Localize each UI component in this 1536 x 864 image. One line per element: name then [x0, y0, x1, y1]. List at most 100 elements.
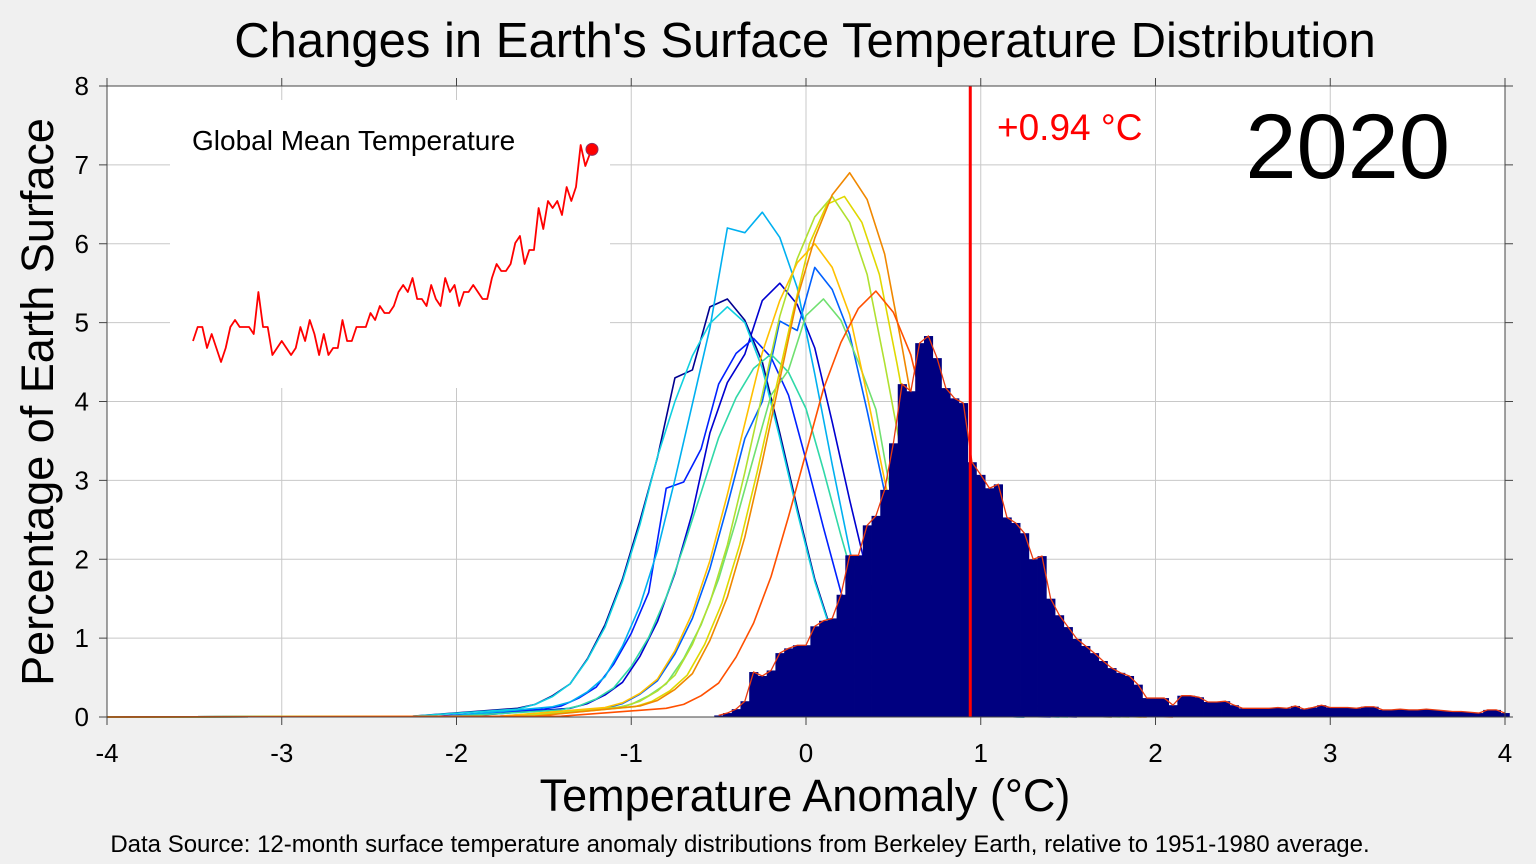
x-tick-label: 1: [974, 738, 988, 768]
histogram-bar: [1194, 697, 1204, 717]
histogram-bar: [784, 648, 794, 717]
y-tick-label: 3: [75, 465, 89, 495]
histogram-bar: [967, 462, 977, 717]
histogram-bar: [854, 555, 864, 717]
histogram-bar: [792, 645, 803, 717]
x-tick-label: -2: [445, 738, 468, 768]
histogram-bar: [871, 515, 881, 717]
inset-global-mean: [192, 142, 599, 363]
histogram-bar: [932, 358, 942, 717]
histogram-bar: [1404, 709, 1414, 717]
histogram-bar: [1282, 708, 1292, 717]
histogram-bar: [1089, 653, 1100, 717]
histogram-bar: [810, 626, 820, 717]
inset-title: Global Mean Temperature: [192, 125, 515, 156]
x-axis-label: Temperature Anomaly (°C): [540, 770, 1071, 821]
histogram-bar: [1264, 708, 1274, 717]
histogram-bar: [897, 384, 907, 717]
histogram-bar: [827, 618, 837, 717]
histogram-bar: [1046, 598, 1056, 717]
histogram-bar: [1203, 702, 1213, 717]
x-tick-label: 0: [799, 738, 813, 768]
histogram-bar: [1159, 698, 1170, 717]
histogram-bar: [1124, 675, 1135, 717]
y-tick-label: 6: [75, 229, 89, 259]
histogram-bar: [836, 594, 846, 717]
histogram-bar: [1255, 708, 1266, 717]
histogram-bar: [845, 555, 855, 717]
histogram-bar: [1413, 709, 1423, 717]
histogram-bar: [775, 653, 785, 717]
histogram-bar: [1063, 627, 1073, 717]
histogram-bar: [1352, 708, 1362, 717]
histogram-bar: [941, 388, 951, 717]
x-tick-label: 3: [1323, 738, 1337, 768]
histogram-bar: [1325, 707, 1336, 717]
inset-temperature-line: [192, 144, 591, 363]
histogram-bar: [1317, 705, 1327, 717]
histogram-bar: [915, 343, 925, 717]
histogram-bar: [958, 403, 969, 717]
y-tick-label: 2: [75, 544, 89, 574]
x-tick-label: -1: [620, 738, 643, 768]
histogram-bar: [740, 701, 750, 717]
histogram-bar: [1378, 709, 1388, 717]
y-tick-label: 1: [75, 623, 89, 653]
histogram-bar: [1474, 713, 1484, 717]
mean-anomaly-label: +0.94 °C: [997, 107, 1142, 148]
histogram-bar: [1133, 684, 1143, 717]
histogram-bar: [1448, 711, 1458, 717]
histogram-bar: [1299, 709, 1309, 717]
y-tick-label: 4: [75, 387, 89, 417]
histogram-bar: [1247, 708, 1257, 717]
histogram-bar: [993, 484, 1003, 717]
histogram-bar: [1334, 707, 1344, 717]
inset-background: [170, 100, 610, 388]
histogram-bar: [1221, 701, 1231, 717]
chart-title: Changes in Earth's Surface Temperature D…: [234, 14, 1375, 68]
histogram-bar: [1081, 646, 1091, 717]
histogram-bar: [1098, 660, 1108, 717]
gridlines: [106, 85, 1506, 718]
histogram-bar: [1430, 709, 1440, 717]
histogram-bar: [1238, 708, 1248, 717]
histogram-bar: [714, 715, 724, 717]
histogram-bar: [1483, 709, 1493, 717]
histogram-bar: [985, 488, 995, 717]
histogram-bar: [1229, 705, 1239, 717]
histogram-bar: [1290, 705, 1301, 717]
histogram-2020: [714, 334, 1510, 717]
histogram-bar: [1072, 638, 1082, 717]
histogram-bar: [889, 443, 899, 717]
histogram-bar: [722, 713, 733, 717]
histogram-bar: [1491, 709, 1502, 717]
histogram-bar: [801, 645, 811, 717]
axis-ticks: -4 -3 -2 -1 0 1 2 3 4 0 1 2 3 4 5 6 7 8: [75, 71, 1513, 768]
histogram-bar: [757, 675, 768, 717]
histogram-bar: [1020, 533, 1030, 717]
y-tick-label: 0: [75, 702, 89, 732]
y-tick-label: 5: [75, 308, 89, 338]
histogram-bar: [1142, 698, 1152, 717]
histogram-bar: [1343, 707, 1353, 717]
histogram-bar: [1465, 712, 1475, 717]
histogram-bar: [1439, 710, 1449, 717]
histogram-bar: [1456, 711, 1467, 717]
histogram-bar: [1002, 517, 1012, 717]
histogram-bar: [1028, 559, 1038, 717]
x-tick-label: 2: [1148, 738, 1162, 768]
histogram-bar: [1177, 695, 1187, 717]
histogram-bar: [1308, 707, 1318, 717]
histogram-bar: [906, 391, 916, 717]
y-axis-label: Percentage of Earth Surface: [12, 118, 63, 686]
data-source-note: Data Source: 12-month surface temperatur…: [110, 831, 1369, 858]
histogram-bar: [1151, 698, 1161, 717]
histogram-bar: [976, 474, 986, 717]
histogram-bar: [862, 525, 872, 717]
histogram-bar: [1421, 709, 1432, 717]
x-tick-label: 4: [1498, 738, 1512, 768]
histogram-bar: [749, 672, 759, 717]
histogram-bar: [1116, 672, 1126, 717]
histogram-bar: [880, 489, 890, 717]
histogram-bar: [1055, 615, 1065, 717]
